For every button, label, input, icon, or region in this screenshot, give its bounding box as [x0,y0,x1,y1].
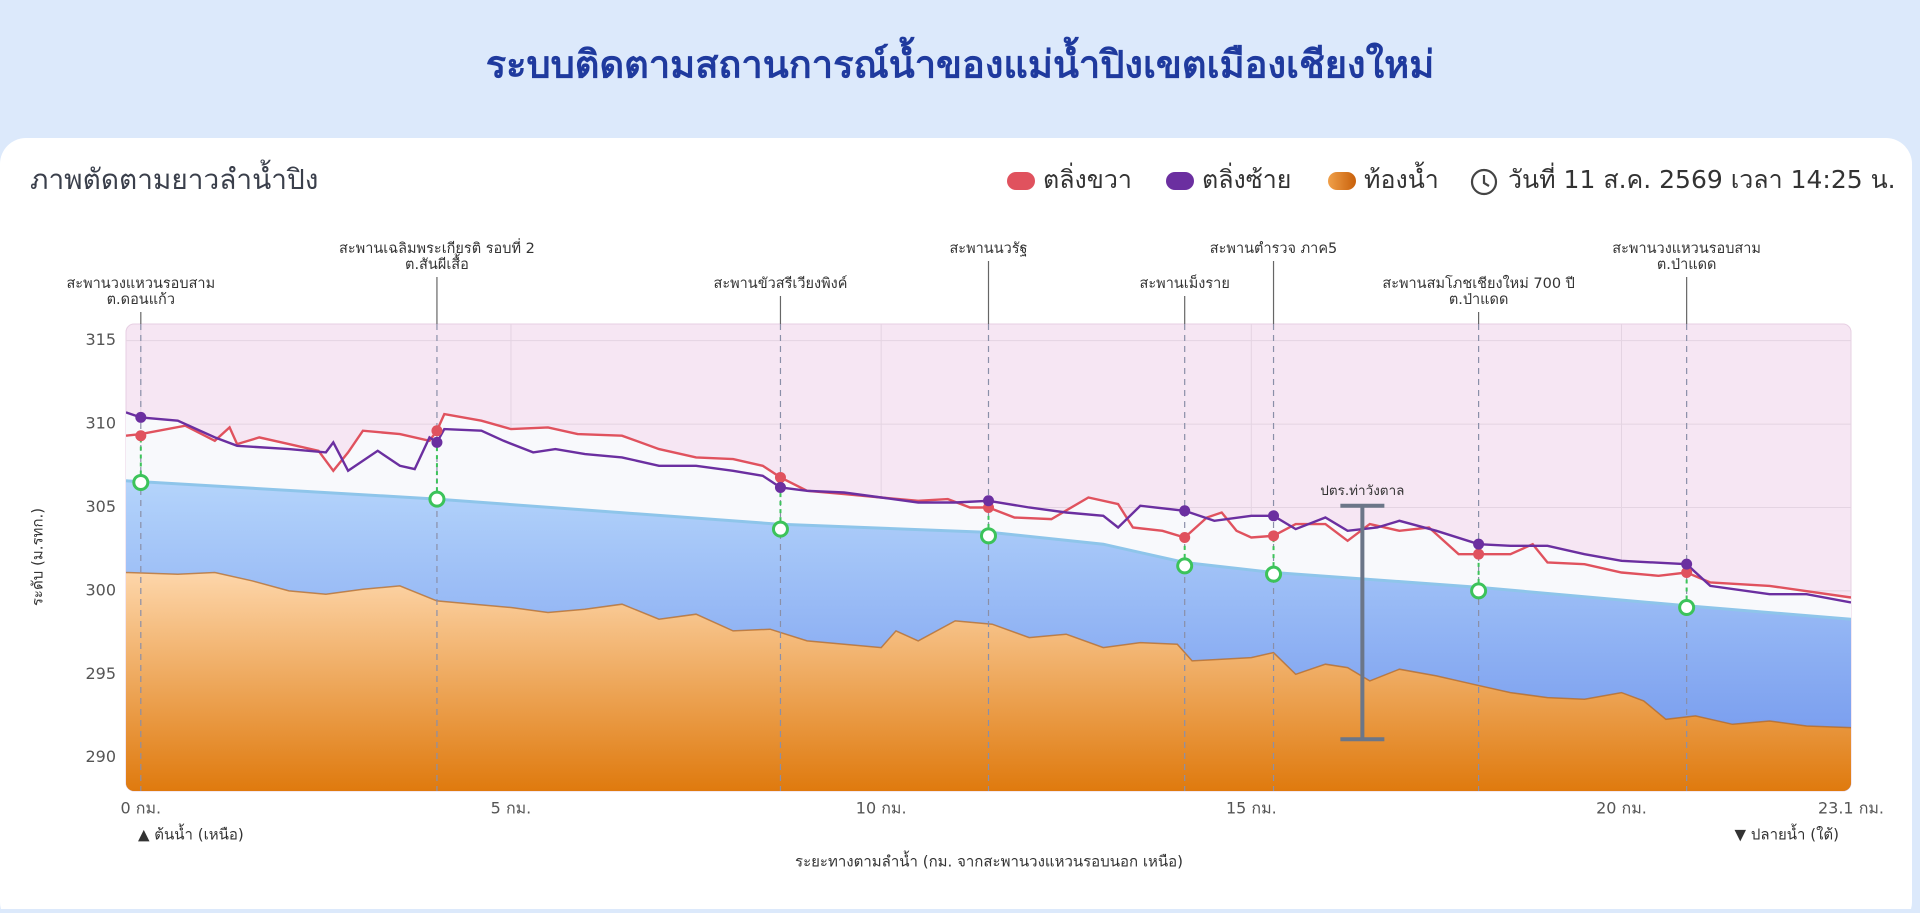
x-tick-label: 10 กม. [856,799,907,818]
legend-label: ตลิ่งซ้าย [1202,162,1291,194]
right-bank-marker [1681,567,1693,579]
legend-label: ท้องน้ำ [1364,161,1439,194]
upstream-label: ▲ ต้นน้ำ (เหนือ) [138,824,244,844]
left-bank-marker [1268,510,1280,522]
bridge-label: สะพานเฉลิมพระเกียรติ รอบที่ 2 [339,238,535,257]
bridge-label: ต.ป่าแดด [1449,292,1509,308]
legend-swatch [1166,172,1194,190]
y-tick-label: 290 [85,747,116,766]
y-tick-label: 310 [85,414,116,433]
header [0,0,1920,135]
water-level-marker [1176,557,1194,575]
left-bank-marker [774,481,786,493]
water-level-marker [1265,565,1283,583]
x-axis-label: ระยะทางตามลำน้ำ (กม. จากสะพานวงแหวนรอบนอ… [795,851,1183,871]
water-level-marker [428,490,446,508]
riverbed-line [126,571,1851,729]
y-axis-label: ระดับ (ม.รทก.) [29,508,47,606]
page-title: ระบบติดตามสถานการณ์น้ำของแม่น้ำปิงเขตเมื… [486,37,1435,87]
legend-label: ตลิ่งขวา [1043,162,1132,194]
water-level-marker [771,520,789,538]
left-bank-marker [1179,505,1191,517]
bridge-label: สะพานเม็งราย [1140,273,1230,292]
y-tick-label: 295 [85,664,116,683]
clock-icon [1470,168,1498,196]
x-tick-label: 15 กม. [1226,799,1277,818]
x-tick-label: 20 กม. [1596,799,1647,818]
legend-swatch [1007,172,1035,190]
downstream-label: ▼ ปลายน้ำ (ใต้) [1735,824,1839,844]
bank-line [126,411,1851,604]
right-bank-marker [1179,531,1191,543]
water-level-marker [980,527,997,545]
right-bank-marker [1473,548,1485,560]
timestamp: วันที่ 11 ส.ค. 2569 เวลา 14:25 น. [1508,162,1896,194]
left-bank-marker [135,411,147,423]
plot: 290 295 300 305 310 315 0 กม. 5 กม. 10 กม. 15 กม.… [66,238,1884,818]
y-tick-label: 305 [85,497,116,516]
left-bank-marker [983,495,994,507]
x-tick-label: 5 กม. [491,799,532,818]
left-bank-marker [1681,558,1693,570]
water-level-marker [132,473,150,491]
y-tick-label: 300 [85,580,116,599]
bridge-label: สะพานวงแหวนรอบสาม [66,276,215,292]
x-tick-label: 23.1 กม. [1818,799,1884,818]
bridge-label: สะพานวงแหวนรอบสาม [1612,241,1761,257]
legend-swatch [1328,172,1356,190]
bridge-label: สะพานตำรวจ ภาค5 [1210,241,1337,257]
water-level-marker [1678,599,1696,617]
y-tick-label: 315 [85,330,116,349]
right-bank-marker [1268,530,1280,542]
bridge-label: สะพานสมโภชเชียงใหม่ 700 ปี [1382,274,1575,292]
water-surface-line [126,479,1851,621]
bridge-label: ต.ป่าแดด [1657,257,1717,273]
left-bank-marker [1473,538,1485,550]
bank-line [126,412,1851,599]
right-bank-marker [774,471,786,483]
water-level-marker [1470,582,1488,600]
x-tick-label: 0 กม. [121,799,162,818]
bridge-label: สะพานขัวสรีเวียงพิงค์ [713,275,847,292]
right-bank-marker [431,425,443,437]
left-bank-marker [431,436,443,448]
gauge-label: ปตร.ท่าวังตาล [1320,483,1404,499]
bridge-label: ต.สันผีเสื้อ [405,253,469,273]
chart-title: ภาพตัดตามยาวลำน้ำปิง [30,159,318,196]
bridge-label: สะพานนวรัฐ [949,241,1027,257]
bridge-label: ต.ดอนแก้ว [107,291,175,308]
right-bank-marker [135,430,147,442]
